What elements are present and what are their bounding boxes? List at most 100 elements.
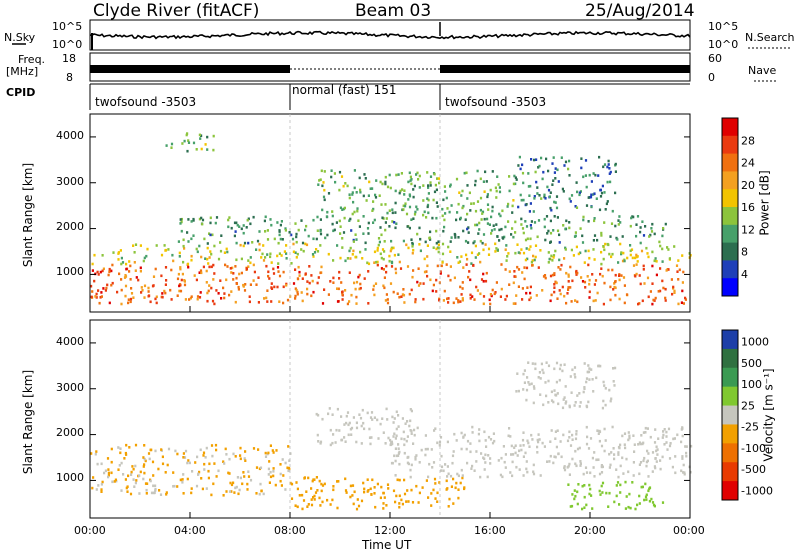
velocity-cell — [154, 484, 157, 488]
power-cell — [212, 263, 215, 267]
power-cell — [583, 261, 586, 264]
power-cell — [592, 299, 595, 303]
velocity-cell — [434, 497, 437, 500]
power-cell — [460, 255, 463, 258]
power-cell — [532, 210, 535, 213]
velocity-cell — [217, 469, 220, 473]
power-cell — [479, 177, 482, 181]
power-cell — [568, 226, 571, 230]
velocity-cell — [591, 456, 594, 460]
power-cell — [544, 238, 547, 242]
velocity-cell — [95, 488, 98, 491]
power-cell — [410, 178, 413, 181]
power-cell — [513, 174, 516, 178]
power-cell — [476, 289, 479, 292]
velocity-cell — [395, 454, 398, 458]
velocity-cell — [546, 460, 549, 463]
power-cell — [614, 162, 617, 166]
power-cell — [219, 249, 223, 253]
velocity-cell — [555, 380, 558, 384]
power-cell — [543, 193, 546, 197]
velocity-cell — [343, 423, 346, 426]
power-cell — [553, 286, 556, 289]
power-cell — [491, 209, 494, 213]
velocity-cell — [202, 451, 206, 455]
velocity-cell — [444, 463, 447, 466]
velocity-cell — [638, 441, 641, 444]
velocity-cell — [111, 480, 114, 484]
velocity-cell — [127, 474, 130, 478]
power-cell — [243, 241, 247, 245]
power-cell — [341, 246, 344, 249]
power-cell — [644, 225, 647, 228]
velocity-cell — [340, 438, 343, 442]
power-cell — [588, 278, 591, 282]
velocity-cell — [369, 442, 372, 446]
power-cell — [278, 229, 281, 232]
power-cell — [580, 157, 583, 160]
power-cell — [462, 266, 465, 269]
power-cell — [269, 255, 272, 259]
power-cell — [545, 215, 549, 218]
velocity-cell — [124, 451, 127, 455]
velocity-cell — [158, 489, 161, 492]
power-cell — [567, 288, 570, 291]
velocity-cell — [272, 451, 275, 454]
power-cell — [486, 193, 489, 196]
velocity-cell — [173, 484, 176, 488]
velocity-cell — [214, 443, 218, 447]
velocity-cell — [521, 438, 525, 442]
power-cell — [587, 196, 590, 199]
power-cell — [195, 247, 198, 251]
velocity-cell — [583, 362, 586, 365]
power-cell — [169, 288, 172, 292]
nave-label: Nave — [748, 64, 777, 77]
velocity-cell — [363, 490, 366, 494]
power-cell — [195, 278, 198, 282]
power-cell — [339, 256, 342, 260]
power-cell — [402, 288, 405, 291]
power-cell — [294, 251, 297, 254]
power-cell — [651, 264, 654, 268]
power-cell — [270, 282, 273, 285]
velocity-cell — [451, 454, 455, 458]
power-cell — [614, 170, 617, 173]
velocity-cell — [608, 466, 611, 469]
power-cell — [612, 288, 615, 291]
power-cell — [444, 212, 447, 215]
velocity-cell — [609, 463, 612, 467]
power-cell — [95, 296, 98, 299]
power-cell — [604, 208, 607, 211]
power-cell — [504, 298, 507, 301]
power-cell — [567, 286, 570, 289]
power-cell — [208, 256, 211, 259]
velocity-cell — [478, 439, 481, 443]
power-cell — [348, 249, 351, 253]
power-cell — [295, 256, 298, 259]
power-cell — [522, 198, 525, 202]
power-cell — [524, 238, 528, 242]
power-cell — [575, 181, 578, 184]
velocity-cell — [344, 440, 347, 443]
power-cell — [603, 163, 607, 166]
velocity-cell — [470, 467, 473, 470]
power-cell — [457, 236, 460, 239]
power-cell — [498, 212, 501, 216]
velocity-cell — [432, 488, 435, 492]
power-cell — [183, 139, 186, 143]
velocity-cell — [252, 447, 256, 450]
power-cell — [351, 212, 354, 216]
velocity-cell — [588, 378, 591, 381]
power-cell — [319, 178, 322, 181]
power-cell — [479, 239, 482, 243]
velocity-cell — [167, 447, 171, 451]
power-cell — [441, 207, 444, 211]
power-cell — [252, 263, 255, 267]
power-cell — [510, 233, 513, 236]
velocity-cell — [181, 478, 184, 481]
power-cell — [602, 245, 605, 248]
power-cell — [437, 250, 440, 254]
velocity-cell — [125, 443, 128, 447]
power-cell — [547, 229, 550, 233]
velocity-cell — [138, 492, 141, 495]
